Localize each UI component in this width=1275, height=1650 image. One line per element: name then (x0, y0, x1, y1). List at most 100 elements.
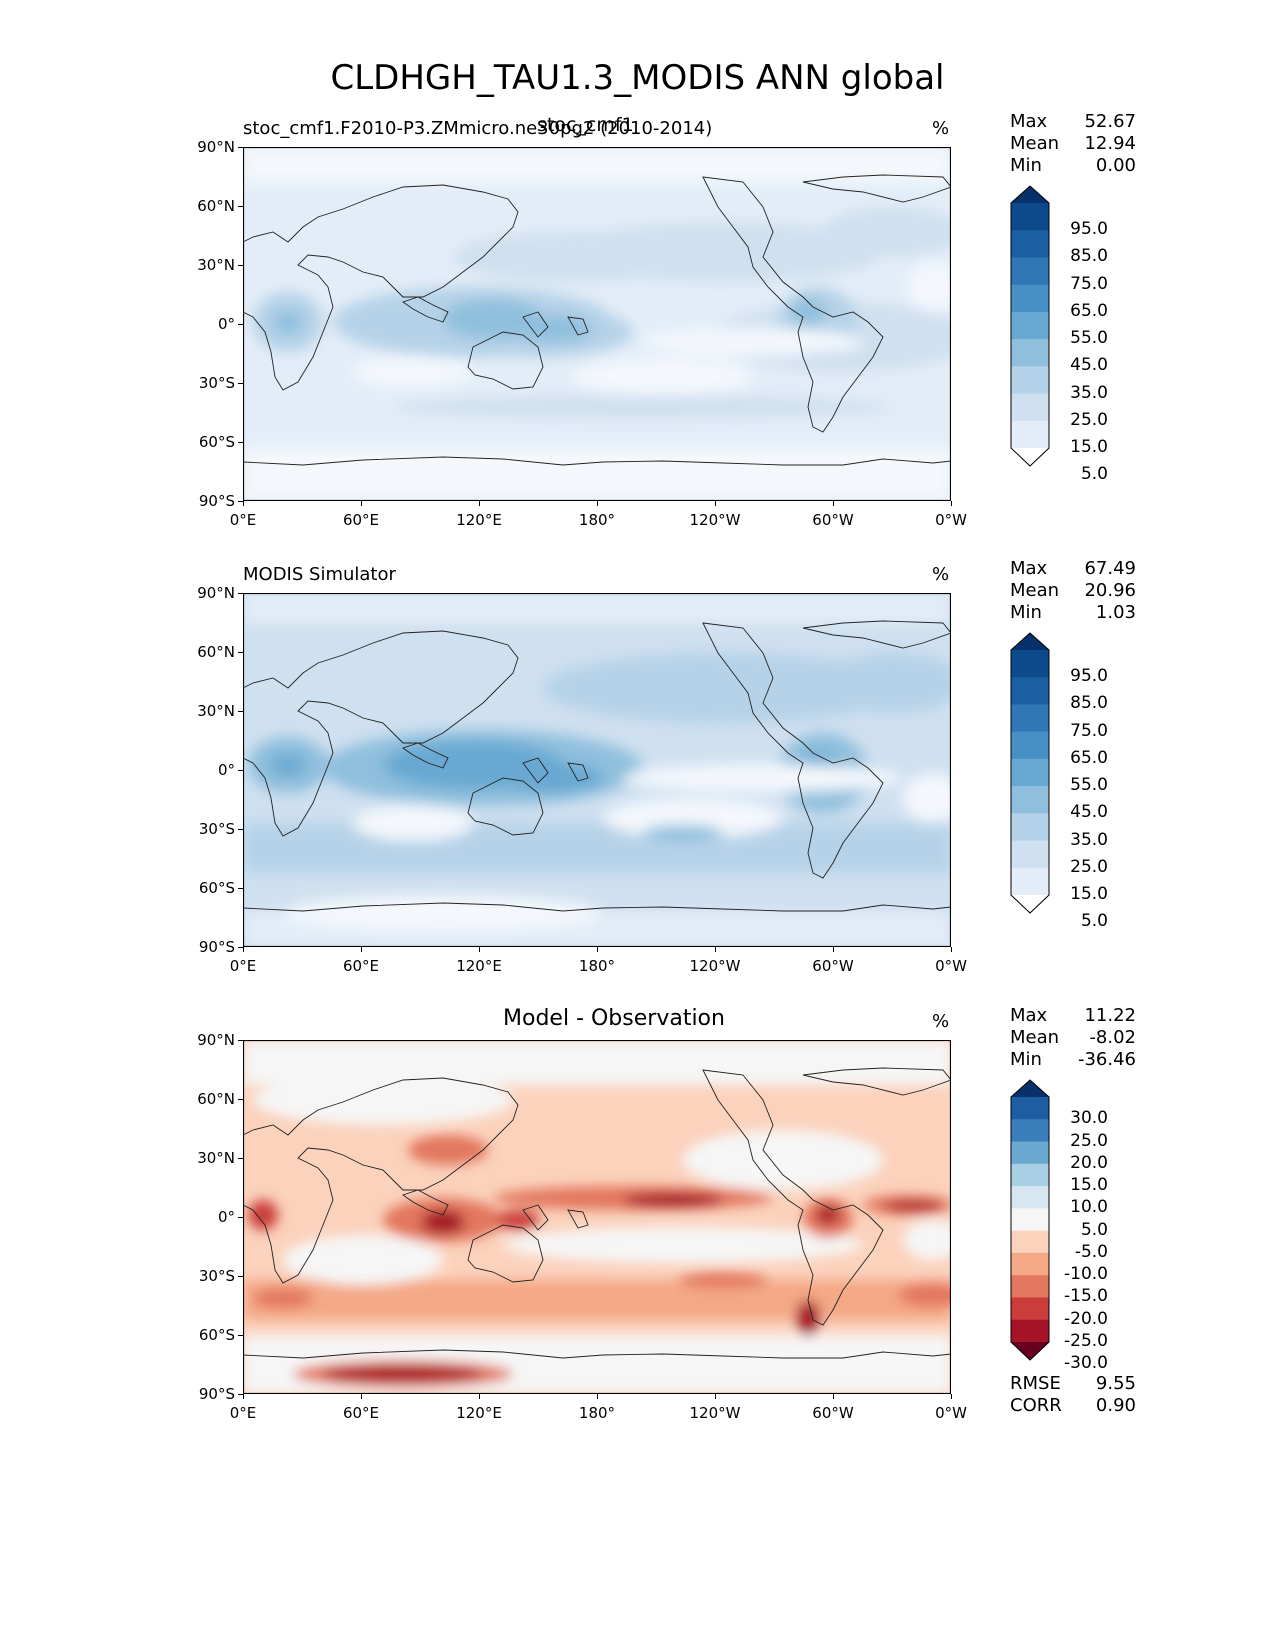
lat-tick-mark (238, 442, 243, 443)
panel3-center-title: Model - Observation (503, 1006, 725, 1031)
colorbar-segment (1011, 677, 1049, 705)
lon-tick-mark (361, 1394, 362, 1399)
lat-tick-mark (238, 265, 243, 266)
colorbar-tick-label: 55.0 (1070, 775, 1108, 796)
lat-tick-label: 0° (217, 761, 235, 779)
lat-tick-mark (238, 1394, 243, 1395)
colorbar-segment (1011, 393, 1049, 422)
lat-tick-mark (238, 1040, 243, 1041)
stat-label: Mean (1010, 1027, 1060, 1048)
colorbar-segment (1011, 758, 1049, 787)
colorbar-tick-label: 25.0 (1070, 1130, 1108, 1151)
panel2-stats: Max 67.49 Mean 20.96 Min 1.03 (1010, 558, 1136, 624)
lat-tick-label: 60°S (198, 879, 235, 897)
panel3-map (243, 1040, 951, 1394)
stat-label: Max (1010, 111, 1048, 132)
stat-max: 11.22 (1084, 1005, 1136, 1026)
colorbar-segment (1011, 786, 1049, 814)
colorbar-segment (1011, 840, 1049, 869)
lon-tick-label: 60°W (812, 1404, 854, 1422)
lat-tick-label: 60°S (198, 433, 235, 451)
lat-tick-mark (238, 947, 243, 948)
lon-tick-label: 120°W (689, 511, 741, 529)
panel1-overlay-title: stoc_cmf1 (537, 114, 634, 136)
lat-tick-mark (238, 501, 243, 502)
lon-tick-mark (479, 501, 480, 506)
colorbar-segment (1011, 1297, 1049, 1321)
lon-tick-label: 120°E (456, 957, 502, 975)
colorbar-tick-label: 75.0 (1070, 273, 1108, 294)
panel3-metrics: RMSE 9.55 CORR 0.90 (1010, 1373, 1136, 1417)
lon-tick-label: 0°W (935, 1404, 967, 1422)
lon-tick-label: 180° (578, 1404, 616, 1422)
colorbar-outline (1010, 1079, 1050, 1361)
panel3-units: % (932, 1011, 950, 1032)
lon-tick-label: 0°E (229, 1404, 257, 1422)
colorbar-extend-max (1011, 186, 1049, 203)
lat-tick-mark (238, 888, 243, 889)
colorbar-outline (1010, 632, 1050, 914)
lon-tick-label: 0°W (935, 957, 967, 975)
lat-tick-label: 60°S (198, 1326, 235, 1344)
stat-min: 0.00 (1095, 155, 1136, 176)
lat-tick-label: 90°N (197, 1031, 235, 1049)
lon-tick-label: 120°E (456, 1404, 502, 1422)
figure-title: CLDHGH_TAU1.3_MODIS ANN global (330, 58, 945, 98)
lon-tick-mark (479, 1394, 480, 1399)
coastlines (243, 1067, 951, 1359)
colorbar-segment (1011, 1275, 1049, 1298)
lat-tick-mark (238, 147, 243, 148)
lat-tick-mark (238, 711, 243, 712)
colorbar-segment (1011, 1097, 1049, 1120)
colorbar-tick-label: 15.0 (1070, 1175, 1108, 1196)
lon-tick-label: 120°E (456, 511, 502, 529)
stat-mean: 20.96 (1084, 580, 1136, 601)
panel2-units: % (932, 564, 950, 585)
colorbar-tick-label: 65.0 (1070, 300, 1108, 321)
colorbar-segment (1011, 1119, 1049, 1143)
lon-tick-label: 0°E (229, 957, 257, 975)
stat-label: Min (1010, 602, 1042, 623)
stat-label: Max (1010, 1005, 1048, 1026)
lat-tick-label: 30°N (197, 702, 235, 720)
colorbar-tick-label: -20.0 (1064, 1308, 1108, 1329)
colorbar-segment (1011, 257, 1049, 286)
metric-rmse: 9.55 (1095, 1373, 1136, 1394)
metric-corr: 0.90 (1095, 1395, 1136, 1416)
colorbar-segment (1011, 731, 1049, 760)
colorbar-tick-label: 65.0 (1070, 747, 1108, 768)
stat-min: -36.46 (1077, 1049, 1136, 1070)
metric-label: RMSE (1010, 1373, 1061, 1394)
panel2-left-title: MODIS Simulator (243, 564, 396, 585)
colorbar-tick-label: 95.0 (1070, 666, 1108, 687)
lon-tick-label: 0°W (935, 511, 967, 529)
lon-tick-mark (951, 501, 952, 506)
lat-tick-mark (238, 1335, 243, 1336)
panel1-left-title: stoc_cmf1.F2010-P3.ZMmicro.ne30pg2 (2010… (243, 118, 713, 139)
colorbar-segment (1011, 420, 1049, 449)
stat-label: Max (1010, 558, 1048, 579)
lat-tick-label: 0° (217, 1208, 235, 1226)
colorbar-tick-label: 5.0 (1080, 911, 1108, 932)
lon-tick-mark (597, 947, 598, 952)
colorbar-tick-label: 15.0 (1070, 437, 1108, 457)
lat-tick-label: 60°N (197, 197, 235, 215)
colorbar-segment (1011, 1319, 1049, 1343)
colorbar-tick-label: 75.0 (1070, 720, 1108, 741)
colorbar-extend-max (1011, 633, 1049, 650)
lon-tick-mark (951, 947, 952, 952)
panel2-colorbar (1010, 632, 1050, 914)
colorbar-extend-min (1011, 448, 1049, 466)
stat-max: 52.67 (1084, 111, 1136, 132)
lon-tick-label: 60°E (342, 511, 380, 529)
lon-tick-mark (597, 501, 598, 506)
panel1-colorbar (1010, 185, 1050, 467)
panel3-colorbar (1010, 1079, 1050, 1361)
lat-tick-mark (238, 1099, 243, 1100)
colorbar-segment (1011, 813, 1049, 842)
lon-tick-mark (833, 501, 834, 506)
lon-tick-mark (715, 947, 716, 952)
colorbar-segment (1011, 311, 1049, 340)
colorbar-segment (1011, 1186, 1049, 1209)
lat-tick-mark (238, 206, 243, 207)
